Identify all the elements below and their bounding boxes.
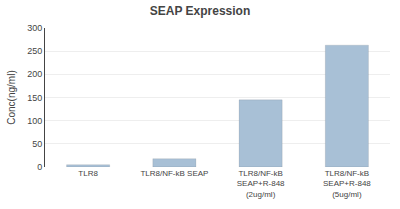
svg-text:TLR8: TLR8 bbox=[78, 169, 98, 178]
svg-text:0: 0 bbox=[37, 162, 42, 172]
svg-text:50: 50 bbox=[32, 139, 42, 149]
svg-text:100: 100 bbox=[27, 116, 42, 126]
svg-text:200: 200 bbox=[27, 69, 42, 79]
svg-text:TLR8/NF-kBSEAP+R-848(2ug/ml): TLR8/NF-kBSEAP+R-848(2ug/ml) bbox=[237, 169, 285, 199]
svg-text:300: 300 bbox=[27, 23, 42, 33]
svg-text:Conc(ng/ml): Conc(ng/ml) bbox=[6, 70, 17, 124]
svg-text:TLR8/NF-kBSEAP+R-848(5ug/ml): TLR8/NF-kBSEAP+R-848(5ug/ml) bbox=[323, 169, 371, 199]
svg-text:250: 250 bbox=[27, 46, 42, 56]
svg-text:150: 150 bbox=[27, 93, 42, 103]
svg-text:SEAP Expression: SEAP Expression bbox=[150, 4, 251, 18]
svg-text:TLR8/NF-kB SEAP: TLR8/NF-kB SEAP bbox=[140, 169, 208, 178]
